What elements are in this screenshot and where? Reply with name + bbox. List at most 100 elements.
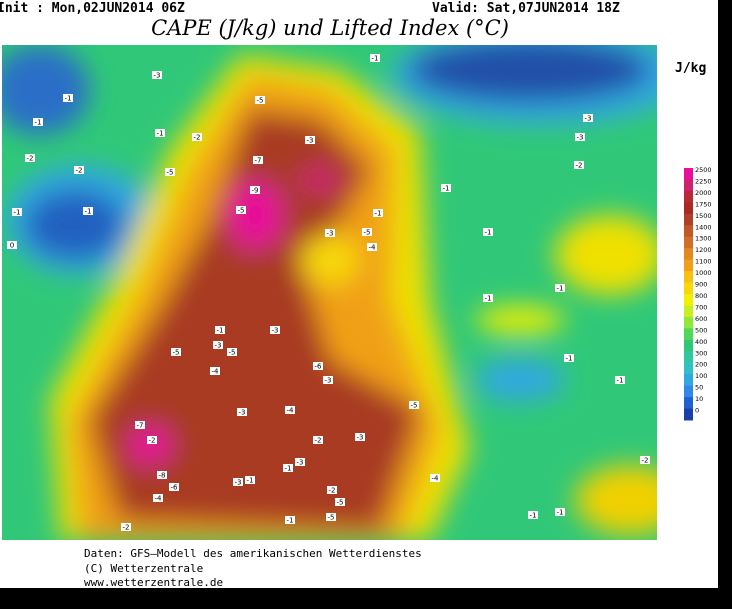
label-box [157, 471, 167, 479]
colorbar-label: 2250 [695, 177, 712, 185]
lifted-index-label: -1 [85, 208, 92, 216]
colorbar-segment [684, 236, 693, 249]
label-box [335, 498, 345, 506]
label-box [253, 156, 263, 164]
colorbar-label: 1500 [695, 212, 712, 220]
lifted-index-label: -1 [443, 185, 450, 193]
lifted-index-label: -1 [375, 210, 382, 218]
colorbar-label: 800 [695, 292, 707, 300]
lifted-index-label: -1 [485, 229, 492, 237]
lifted-index-label: -4 [287, 407, 295, 415]
label-box [483, 294, 493, 302]
lifted-index-label: -3 [154, 72, 161, 80]
map [2, 45, 657, 540]
label-box [574, 161, 584, 169]
label-box [640, 456, 650, 464]
lifted-index-label: -5 [337, 499, 344, 507]
colorbar-segment [684, 271, 693, 284]
lifted-index-label: -3 [357, 434, 364, 442]
lifted-index-label: -1 [566, 355, 573, 363]
label-box [236, 206, 246, 214]
lifted-index-label: -5 [364, 229, 371, 237]
lifted-index-label: -1 [287, 517, 294, 525]
colorbar-label: 0 [695, 407, 699, 415]
label-box [555, 508, 565, 516]
label-box [135, 421, 145, 429]
lifted-index-label: -9 [252, 187, 259, 195]
lifted-index-label: -1 [157, 130, 164, 138]
lifted-index-label: -5 [257, 97, 264, 105]
lifted-index-label: -2 [149, 437, 156, 445]
lifted-index-label: -4 [432, 475, 440, 483]
lifted-index-label: -3 [577, 134, 584, 142]
lifted-index-label: -1 [35, 119, 42, 127]
label-box [441, 184, 451, 192]
label-box [583, 114, 593, 122]
colorbar: 2500225020001750150014001300120011001000… [684, 166, 712, 421]
label-box [215, 326, 225, 334]
colorbar-segment [684, 385, 693, 398]
lifted-index-label: -1 [65, 95, 72, 103]
lifted-index-label: -3 [307, 137, 314, 145]
label-box [326, 513, 336, 521]
lifted-index-label: -3 [325, 377, 332, 385]
colorbar-label: 500 [695, 326, 707, 334]
label-box [367, 243, 377, 251]
lifted-index-label: -2 [27, 155, 34, 163]
lifted-index-label: -4 [212, 368, 220, 376]
lifted-index-label: -2 [315, 437, 322, 445]
colorbar-segment [684, 294, 693, 306]
label-box [147, 436, 157, 444]
border [0, 588, 732, 609]
lifted-index-label: -4 [369, 244, 377, 252]
label-box [283, 464, 293, 472]
label-box [270, 326, 280, 334]
label-box [564, 354, 574, 362]
colorbar-label: 1200 [695, 246, 712, 254]
label-box [63, 94, 73, 102]
lifted-index-label: 0 [10, 242, 14, 250]
label-box [169, 483, 179, 491]
label-box [33, 118, 43, 126]
colorbar-segment [684, 397, 693, 410]
label-box [152, 71, 162, 79]
lifted-index-label: -3 [239, 409, 246, 417]
label-box [171, 348, 181, 356]
cape-field [2, 45, 657, 540]
label-box [325, 229, 335, 237]
lifted-index-label: -2 [642, 457, 649, 465]
label-box [323, 376, 333, 384]
lifted-index-label: -3 [272, 327, 279, 335]
lifted-index-label: -2 [76, 167, 83, 175]
colorbar-segment [684, 408, 693, 421]
legend-unit: J/kg [675, 61, 706, 76]
lifted-index-label: -1 [485, 295, 492, 303]
label-box [528, 511, 538, 519]
label-box [327, 486, 337, 494]
colorbar-segment [684, 225, 693, 238]
label-box [555, 284, 565, 292]
border [718, 0, 732, 609]
colorbar-label: 1400 [695, 223, 712, 231]
label-box [615, 376, 625, 384]
lifted-index-label: -3 [215, 342, 222, 350]
colorbar-segment [684, 339, 693, 352]
label-box [430, 474, 440, 482]
colorbar-segment [684, 248, 693, 261]
lifted-index-label: -5 [411, 402, 418, 410]
label-box [575, 133, 585, 141]
lifted-index-label: -5 [229, 349, 236, 357]
label-box [25, 154, 35, 162]
lifted-index-label: -8 [159, 472, 166, 480]
colorbar-label: 1100 [695, 258, 712, 266]
lifted-index-label: -1 [372, 55, 379, 63]
label-box [7, 241, 17, 249]
label-box [255, 96, 265, 104]
colorbar-label: 900 [695, 281, 707, 289]
label-box [250, 186, 260, 194]
lifted-index-label: -7 [137, 422, 144, 430]
map-title: CAPE (J/kg) und Lifted Index (°C) [151, 16, 509, 40]
colorbar-label: 700 [695, 303, 707, 311]
colorbar-label: 50 [695, 384, 703, 392]
lifted-index-label: -6 [315, 363, 323, 371]
